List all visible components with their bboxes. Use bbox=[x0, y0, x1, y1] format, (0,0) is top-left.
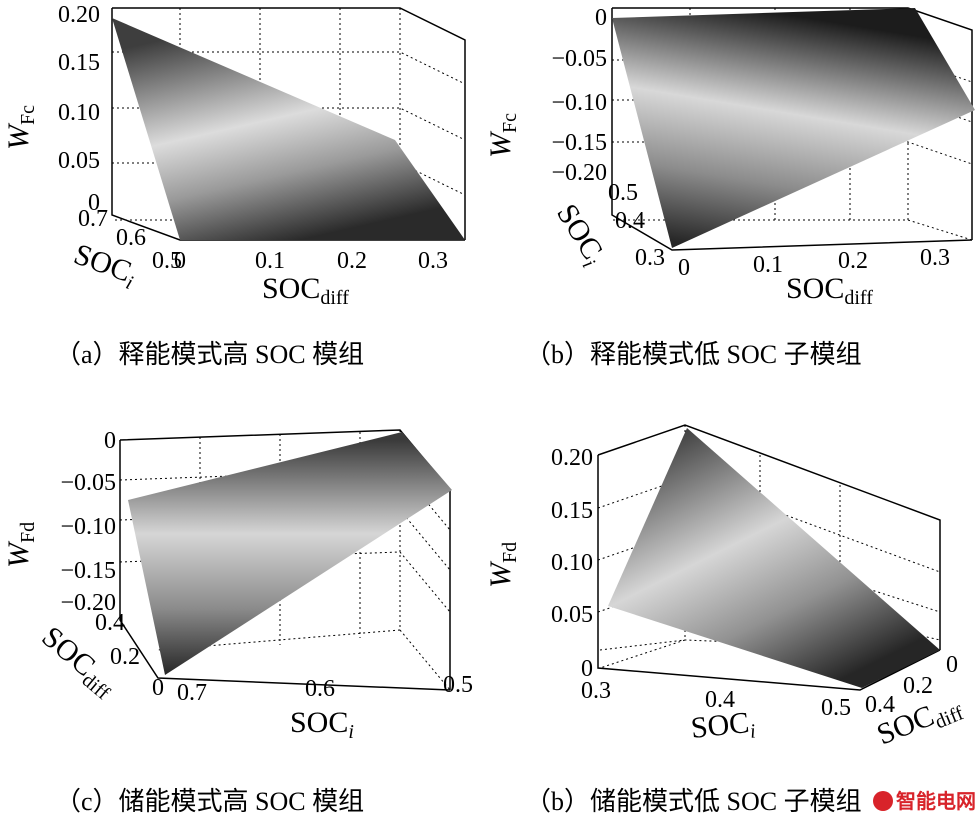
y-tick-d: 0.4 bbox=[865, 692, 895, 718]
x-tick-d: 0.5 bbox=[821, 695, 851, 721]
caption-a: （a）释能模式高 SOC 模组 bbox=[55, 340, 364, 369]
y-tick-a: 0.7 bbox=[78, 206, 108, 232]
x-tick-c: 0.5 bbox=[443, 672, 473, 698]
y-ticks-b: 0.5 0.4 0.3 bbox=[608, 180, 665, 271]
z-tick-b: −0.05 bbox=[551, 46, 607, 72]
surface-c bbox=[128, 432, 452, 675]
x-tick-d: 0.4 bbox=[705, 687, 735, 713]
x-tick-c: 0.6 bbox=[305, 676, 335, 702]
z-tick-a: 0.15 bbox=[58, 50, 100, 76]
y-tick-b: 0.3 bbox=[635, 245, 665, 271]
y-ticks-c: 0.4 0.2 0 bbox=[95, 610, 164, 701]
z-ticks-a: 0.20 0.15 0.10 0.05 0 bbox=[58, 2, 100, 216]
y-tick-c: 0.4 bbox=[95, 610, 125, 636]
surface-d bbox=[608, 428, 940, 688]
x-axis-label-c: SOCi bbox=[290, 706, 354, 743]
z-tick-d: 0.20 bbox=[551, 445, 593, 471]
z-tick-b: −0.20 bbox=[551, 160, 607, 186]
z-axis-label-a: WFc bbox=[2, 105, 39, 150]
panel-a: 0.20 0.15 0.10 0.05 0 0 0.1 0.2 0.3 0.7 … bbox=[2, 2, 466, 369]
z-tick-c: −0.15 bbox=[60, 558, 116, 584]
x-tick-c: 0.7 bbox=[177, 680, 207, 706]
watermark-logo-icon bbox=[873, 791, 893, 811]
x-ticks-c: 0.7 0.6 0.5 bbox=[177, 672, 473, 706]
z-tick-a: 0.05 bbox=[58, 148, 100, 174]
z-axis-label-d: WFd bbox=[484, 542, 521, 588]
x-tick-d: 0.3 bbox=[581, 678, 611, 704]
y-tick-c: 0 bbox=[152, 675, 164, 701]
z-ticks-c: 0 −0.05 −0.10 −0.15 −0.20 bbox=[60, 428, 116, 616]
z-tick-a: 0.20 bbox=[58, 2, 100, 28]
z-ticks-d: 0.20 0.15 0.10 0.05 0 bbox=[551, 445, 593, 682]
x-tick-a: 0.3 bbox=[418, 248, 448, 274]
panel-b: 0 −0.05 −0.10 −0.15 −0.20 0 0.1 0.2 0.3 … bbox=[484, 5, 975, 369]
x-tick-b: 0.2 bbox=[838, 248, 868, 274]
surface-b bbox=[612, 8, 975, 248]
y-tick-b: 0.5 bbox=[608, 180, 638, 206]
x-axis-label-d: SOCi bbox=[689, 705, 756, 748]
caption-c: （c）储能模式高 SOC 模组 bbox=[55, 787, 364, 816]
x-tick-a: 0 bbox=[174, 248, 186, 274]
x-ticks-a: 0 0.1 0.2 0.3 bbox=[174, 248, 448, 274]
y-ticks-d: 0.4 0.2 0 bbox=[865, 652, 958, 718]
watermark-text: 智能电网 bbox=[896, 789, 975, 813]
panel-d: 0.20 0.15 0.10 0.05 0 0.3 0.4 0.5 0.4 0.… bbox=[484, 424, 967, 816]
z-tick-a: 0 bbox=[88, 190, 100, 216]
panel-c: 0 −0.05 −0.10 −0.15 −0.20 0.7 0.6 0.5 0.… bbox=[2, 428, 473, 816]
x-tick-a: 0.2 bbox=[337, 248, 367, 274]
x-tick-b: 0.1 bbox=[753, 252, 783, 278]
surface-a bbox=[112, 18, 465, 240]
z-tick-b: 0 bbox=[595, 5, 607, 31]
z-tick-c: −0.10 bbox=[60, 514, 116, 540]
x-tick-b: 0 bbox=[678, 255, 690, 281]
y-ticks-a: 0.7 0.6 0.5 bbox=[78, 206, 182, 274]
x-tick-a: 0.1 bbox=[255, 248, 285, 274]
z-tick-d: 0.05 bbox=[551, 602, 593, 628]
x-axis-label-a: SOCdiff bbox=[262, 272, 349, 309]
z-tick-c: 0 bbox=[104, 428, 116, 454]
z-tick-a: 0.10 bbox=[58, 100, 100, 126]
y-tick-a: 0.5 bbox=[152, 248, 182, 274]
x-tick-b: 0.3 bbox=[920, 245, 950, 271]
watermark: 智能电网 bbox=[873, 789, 975, 813]
z-axis-label-c: WFd bbox=[2, 522, 39, 568]
z-axis-label-b: WFc bbox=[484, 113, 521, 158]
y-tick-d: 0 bbox=[946, 652, 958, 678]
z-tick-d: 0.10 bbox=[551, 550, 593, 576]
z-tick-b: −0.15 bbox=[551, 130, 607, 156]
x-ticks-d: 0.3 0.4 0.5 bbox=[581, 678, 851, 721]
caption-b: （b）释能模式低 SOC 子模组 bbox=[525, 340, 862, 369]
y-tick-a: 0.6 bbox=[116, 225, 146, 251]
y-axis-label-b: SOCi bbox=[547, 198, 612, 272]
z-tick-b: −0.10 bbox=[551, 90, 607, 116]
z-tick-d: 0.15 bbox=[551, 498, 593, 524]
x-axis-label-b: SOCdiff bbox=[786, 272, 873, 309]
z-tick-c: −0.20 bbox=[60, 590, 116, 616]
caption-d: （b）储能模式低 SOC 子模组 bbox=[525, 787, 862, 816]
z-tick-d: 0 bbox=[581, 656, 593, 682]
x-ticks-b: 0 0.1 0.2 0.3 bbox=[678, 245, 950, 281]
y-tick-c: 0.2 bbox=[110, 644, 140, 670]
z-tick-c: −0.05 bbox=[60, 470, 116, 496]
y-tick-d: 0.2 bbox=[903, 673, 933, 699]
z-ticks-b: 0 −0.05 −0.10 −0.15 −0.20 bbox=[551, 5, 607, 186]
y-tick-b: 0.4 bbox=[615, 208, 645, 234]
